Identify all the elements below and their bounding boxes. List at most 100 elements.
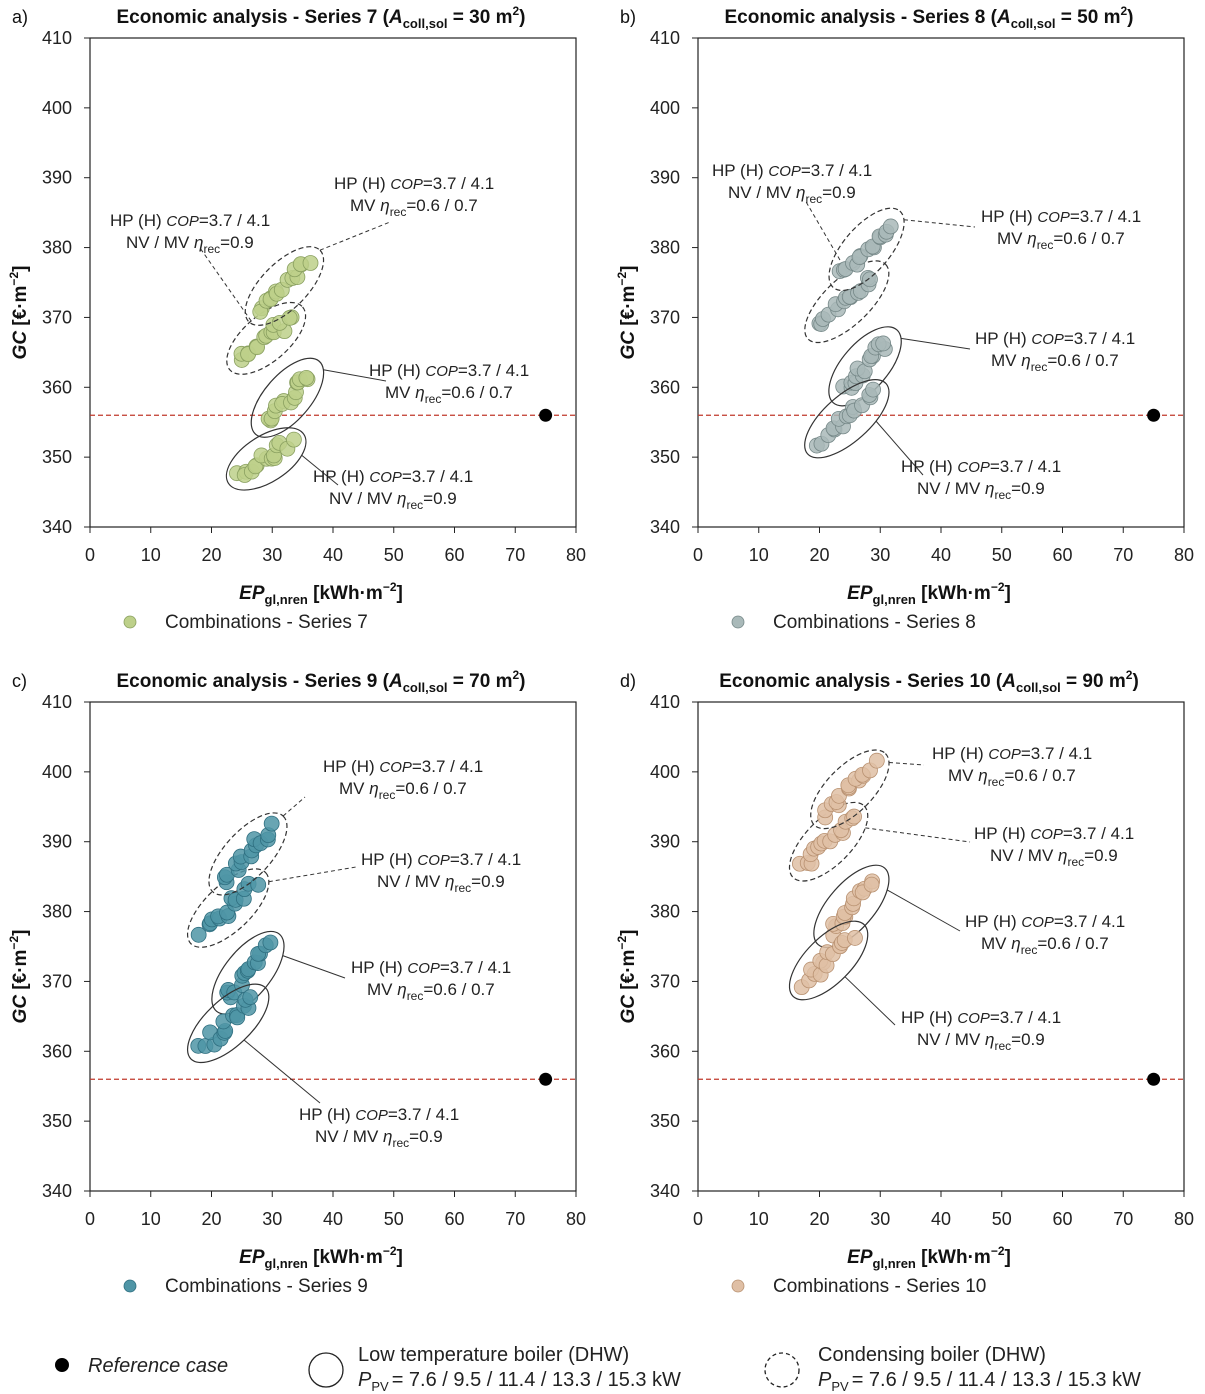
annotation-line: NV / MV ηrec=0.9 — [377, 872, 505, 895]
y-tick-label: 370 — [42, 307, 72, 327]
data-point — [868, 752, 885, 769]
annotation-leader — [844, 976, 896, 1026]
chart-title: Economic analysis - Series 7 (Acoll,sol … — [117, 4, 526, 31]
series-legend-label: Combinations - Series 8 — [773, 612, 976, 633]
y-tick-label: 380 — [42, 238, 72, 258]
x-tick-label: 30 — [870, 545, 890, 565]
x-tick-label: 10 — [749, 545, 769, 565]
y-tick-label: 380 — [42, 902, 72, 922]
combination-group: HP (H) COP=3.7 / 4.1 NV / MV ηrec=0.9 — [186, 850, 521, 948]
y-tick-label: 400 — [650, 98, 680, 118]
annotation-line: MV ηrec=0.6 / 0.7 — [991, 351, 1119, 374]
dashed-legend-ppv: PPV = 7.6 / 9.5 / 11.4 / 13.3 / 15.3 kW — [818, 1369, 1141, 1394]
y-tick-label: 360 — [42, 1041, 72, 1061]
data-point — [250, 876, 267, 893]
reference-point — [1147, 1072, 1161, 1086]
x-tick-label: 80 — [1174, 545, 1194, 565]
x-tick-label: 30 — [262, 545, 282, 565]
solid-group-ellipse — [225, 427, 307, 491]
series-legend-label: Combinations - Series 7 — [165, 612, 368, 633]
reference-case-label: Reference case — [88, 1355, 228, 1377]
solid-group-ellipse — [813, 864, 890, 949]
x-tick-label: 70 — [505, 1209, 525, 1229]
y-tick-label: 410 — [42, 692, 72, 712]
x-tick-label: 40 — [323, 1209, 343, 1229]
x-tick-label: 20 — [201, 545, 221, 565]
y-tick-label: 360 — [650, 377, 680, 397]
x-tick-label: 40 — [323, 545, 343, 565]
y-axis-label: GC [€·m−2] — [615, 266, 639, 360]
x-tick-label: 60 — [1052, 1209, 1072, 1229]
chart-title: Economic analysis - Series 8 (Acoll,sol … — [725, 4, 1134, 31]
x-tick-label: 10 — [141, 1209, 161, 1229]
annotation-line: HP (H) COP=3.7 / 4.1 — [361, 850, 521, 869]
x-tick-label: 20 — [809, 545, 829, 565]
combination-group: HP (H) COP=3.7 / 4.1 NV / MV ηrec=0.9 — [712, 161, 890, 344]
chart-panel: d) Economic analysis - Series 10 (Acoll,s… — [615, 668, 1194, 1297]
data-point — [298, 369, 315, 386]
x-tick-label: 70 — [1113, 545, 1133, 565]
y-tick-label: 340 — [42, 1181, 72, 1201]
combination-group: HP (H) COP=3.7 / 4.1 MV ηrec=0.6 / 0.7 — [810, 744, 1092, 830]
series-legend-marker — [123, 615, 137, 629]
combination-group: HP (H) COP=3.7 / 4.1 NV / MV ηrec=0.9 — [186, 983, 459, 1150]
annotation-leader — [903, 219, 976, 228]
combination-group: HP (H) COP=3.7 / 4.1 NV / MV ηrec=0.9 — [788, 801, 1134, 882]
data-point — [262, 934, 279, 951]
plot-area — [697, 37, 1185, 528]
y-axis-label: GC [€·m−2] — [615, 930, 639, 1024]
x-tick-label: 70 — [1113, 1209, 1133, 1229]
annotation-leader — [301, 454, 339, 486]
y-tick-label: 340 — [650, 517, 680, 537]
y-axis-label: GC [€·m−2] — [7, 266, 31, 360]
combination-group: HP (H) COP=3.7 / 4.1 MV ηrec=0.6 / 0.7 — [250, 357, 529, 438]
reference-point — [1147, 408, 1161, 422]
annotation-line: NV / MV ηrec=0.9 — [329, 489, 457, 512]
y-tick-label: 370 — [650, 971, 680, 991]
x-tick-label: 40 — [931, 545, 951, 565]
combination-group: HP (H) COP=3.7 / 4.1 NV / MV ηrec=0.9 — [225, 427, 473, 512]
annotation-line: HP (H) COP=3.7 / 4.1 — [975, 329, 1135, 348]
combination-group: HP (H) COP=3.7 / 4.1 MV ηrec=0.6 / 0.7 — [828, 326, 1135, 407]
x-axis-label: EPgl,nren [kWh·m−2] — [239, 580, 403, 607]
y-tick-label: 350 — [42, 447, 72, 467]
y-tick-label: 350 — [650, 447, 680, 467]
combination-group: HP (H) COP=3.7 / 4.1 MV ηrec=0.6 / 0.7 — [828, 207, 1141, 292]
data-point — [862, 271, 878, 288]
annotation-line: NV / MV ηrec=0.9 — [990, 846, 1118, 869]
reference-case-marker — [55, 1358, 69, 1372]
annotation-leader — [804, 199, 848, 273]
annotation-leader — [900, 337, 971, 350]
annotation-line: HP (H) COP=3.7 / 4.1 — [974, 824, 1134, 843]
plot-area — [697, 701, 1185, 1192]
combination-group: HP (H) COP=3.7 / 4.1 NV / MV ηrec=0.9 — [110, 211, 307, 375]
annotation-line: MV ηrec=0.6 / 0.7 — [367, 980, 495, 1003]
x-tick-label: 10 — [141, 545, 161, 565]
x-tick-label: 80 — [566, 1209, 586, 1229]
annotation-line: HP (H) COP=3.7 / 4.1 — [299, 1105, 459, 1124]
x-tick-label: 0 — [85, 545, 95, 565]
annotation-line: MV ηrec=0.6 / 0.7 — [981, 934, 1109, 957]
y-tick-label: 350 — [650, 1111, 680, 1131]
combination-group: HP (H) COP=3.7 / 4.1 MV ηrec=0.6 / 0.7 — [211, 930, 511, 1015]
solid-group-ellipse — [250, 357, 325, 438]
dashed-group-ellipse — [788, 801, 869, 882]
annotation-line: HP (H) COP=3.7 / 4.1 — [712, 161, 872, 180]
series-legend-marker — [731, 615, 745, 629]
solid-group-ellipse — [211, 930, 285, 1015]
series-legend-label: Combinations - Series 10 — [773, 1276, 986, 1297]
series-legend-marker — [731, 1279, 745, 1293]
x-tick-label: 30 — [870, 1209, 890, 1229]
data-point — [847, 930, 863, 946]
dashed-group-ellipse — [828, 207, 905, 292]
x-axis-label: EPgl,nren [kWh·m−2] — [847, 1244, 1011, 1271]
dashed-legend-title: Condensing boiler (DHW) — [818, 1344, 1046, 1366]
dashed-group-ellipse — [810, 749, 890, 830]
annotation-line: NV / MV ηrec=0.9 — [917, 479, 1045, 502]
y-tick-label: 400 — [42, 98, 72, 118]
data-point — [190, 926, 207, 943]
data-point — [281, 310, 298, 326]
chart-panel: b) Economic analysis - Series 8 (Acoll,so… — [615, 4, 1194, 633]
annotation-line: HP (H) COP=3.7 / 4.1 — [110, 211, 270, 230]
